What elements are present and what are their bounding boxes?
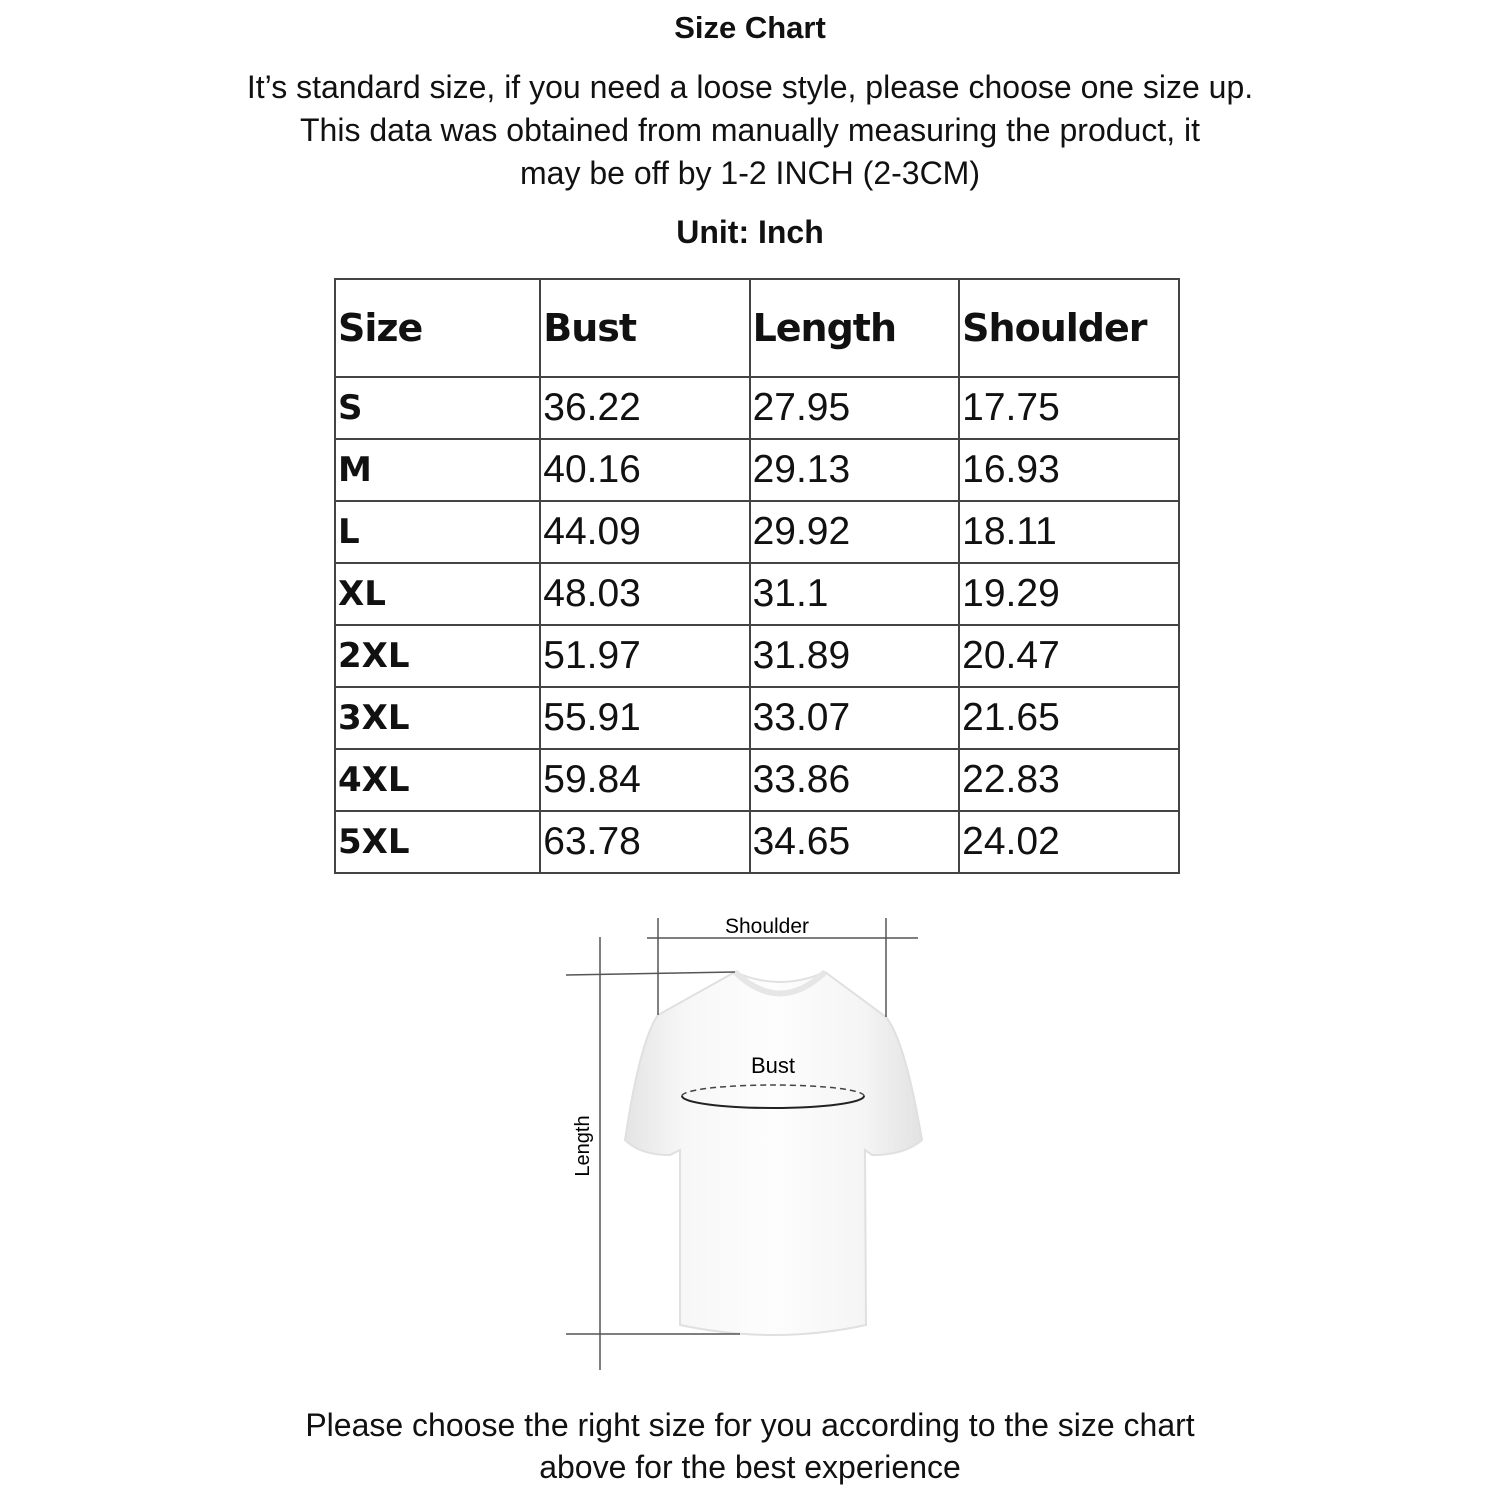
cell-bust: 40.16: [539, 438, 751, 502]
cell-length: 33.07: [748, 686, 961, 750]
cell-bust: 51.97: [539, 624, 751, 688]
intro-line: It’s standard size, if you need a loose …: [246, 69, 1254, 105]
intro-line: This data was obtained from manually mea…: [299, 112, 1200, 148]
table-row: 2XL 51.97 31.89 20.47: [333, 624, 1180, 688]
cell-shoulder: 24.02: [958, 810, 1180, 874]
cell-shoulder: 21.65: [958, 686, 1180, 750]
header-size: Size: [333, 278, 542, 378]
header-length: Length: [748, 278, 961, 378]
size-table: Size Bust Length Shoulder S 36.22 27.95 17.…: [333, 278, 1180, 874]
cell-length: 29.13: [748, 438, 961, 502]
cell-length: 31.1: [748, 562, 961, 626]
cell-length: 34.65: [748, 810, 961, 874]
cell-shoulder: 22.83: [958, 748, 1180, 812]
table-header-row: Size Bust Length Shoulder: [333, 278, 1180, 378]
cell-bust: 59.84: [539, 748, 751, 812]
cell-shoulder: 19.29: [958, 562, 1180, 626]
cell-bust: 36.22: [539, 376, 751, 440]
table-row: 4XL 59.84 33.86 22.83: [333, 748, 1180, 812]
cell-bust: 44.09: [539, 500, 751, 564]
cell-bust: 55.91: [539, 686, 751, 750]
table-row: 3XL 55.91 33.07 21.65: [333, 686, 1180, 750]
cell-bust: 48.03: [539, 562, 751, 626]
footer-text: Please choose the right size for you acc…: [0, 1404, 1500, 1488]
cell-size: 4XL: [333, 748, 542, 812]
cell-size: S: [333, 376, 542, 440]
unit-label: Unit: Inch: [676, 214, 824, 250]
measure-lines: [565, 918, 918, 1370]
tshirt-icon: [623, 969, 924, 1336]
cell-length: 27.95: [748, 376, 961, 440]
cell-shoulder: 17.75: [958, 376, 1180, 440]
page-title: Size Chart: [674, 10, 826, 45]
cell-length: 31.89: [748, 624, 961, 688]
bust-label: Bust: [751, 1053, 795, 1078]
intro-text: It’s standard size, if you need a loose …: [0, 66, 1500, 195]
length-label: Length: [572, 1115, 594, 1176]
footer-line: Please choose the right size for you acc…: [305, 1407, 1195, 1443]
cell-size: M: [333, 438, 542, 502]
cell-size: 3XL: [333, 686, 542, 750]
cell-bust: 63.78: [539, 810, 751, 874]
shoulder-label: Shoulder: [725, 915, 809, 938]
cell-size: 5XL: [333, 810, 542, 874]
cell-size: 2XL: [333, 624, 542, 688]
intro-line: may be off by 1-2 INCH (2-3CM): [520, 155, 980, 191]
cell-size: L: [333, 500, 542, 564]
table-row: S 36.22 27.95 17.75: [333, 376, 1180, 440]
table-row: L 44.09 29.92 18.11: [333, 500, 1180, 564]
cell-length: 29.92: [748, 500, 961, 564]
header-bust: Bust: [539, 278, 751, 378]
cell-size: XL: [333, 562, 542, 626]
cell-shoulder: 16.93: [958, 438, 1180, 502]
bust-line-front: [681, 1095, 865, 1109]
footer-line: above for the best experience: [539, 1449, 961, 1485]
cell-length: 33.86: [748, 748, 961, 812]
cell-shoulder: 18.11: [958, 500, 1180, 564]
cell-shoulder: 20.47: [958, 624, 1180, 688]
table-row: XL 48.03 31.1 19.29: [333, 562, 1180, 626]
bust-line-back: [681, 1084, 865, 1097]
table-row: 5XL 63.78 34.65 24.02: [333, 810, 1180, 874]
header-shoulder: Shoulder: [958, 278, 1180, 378]
table-row: M 40.16 29.13 16.93: [333, 438, 1180, 502]
